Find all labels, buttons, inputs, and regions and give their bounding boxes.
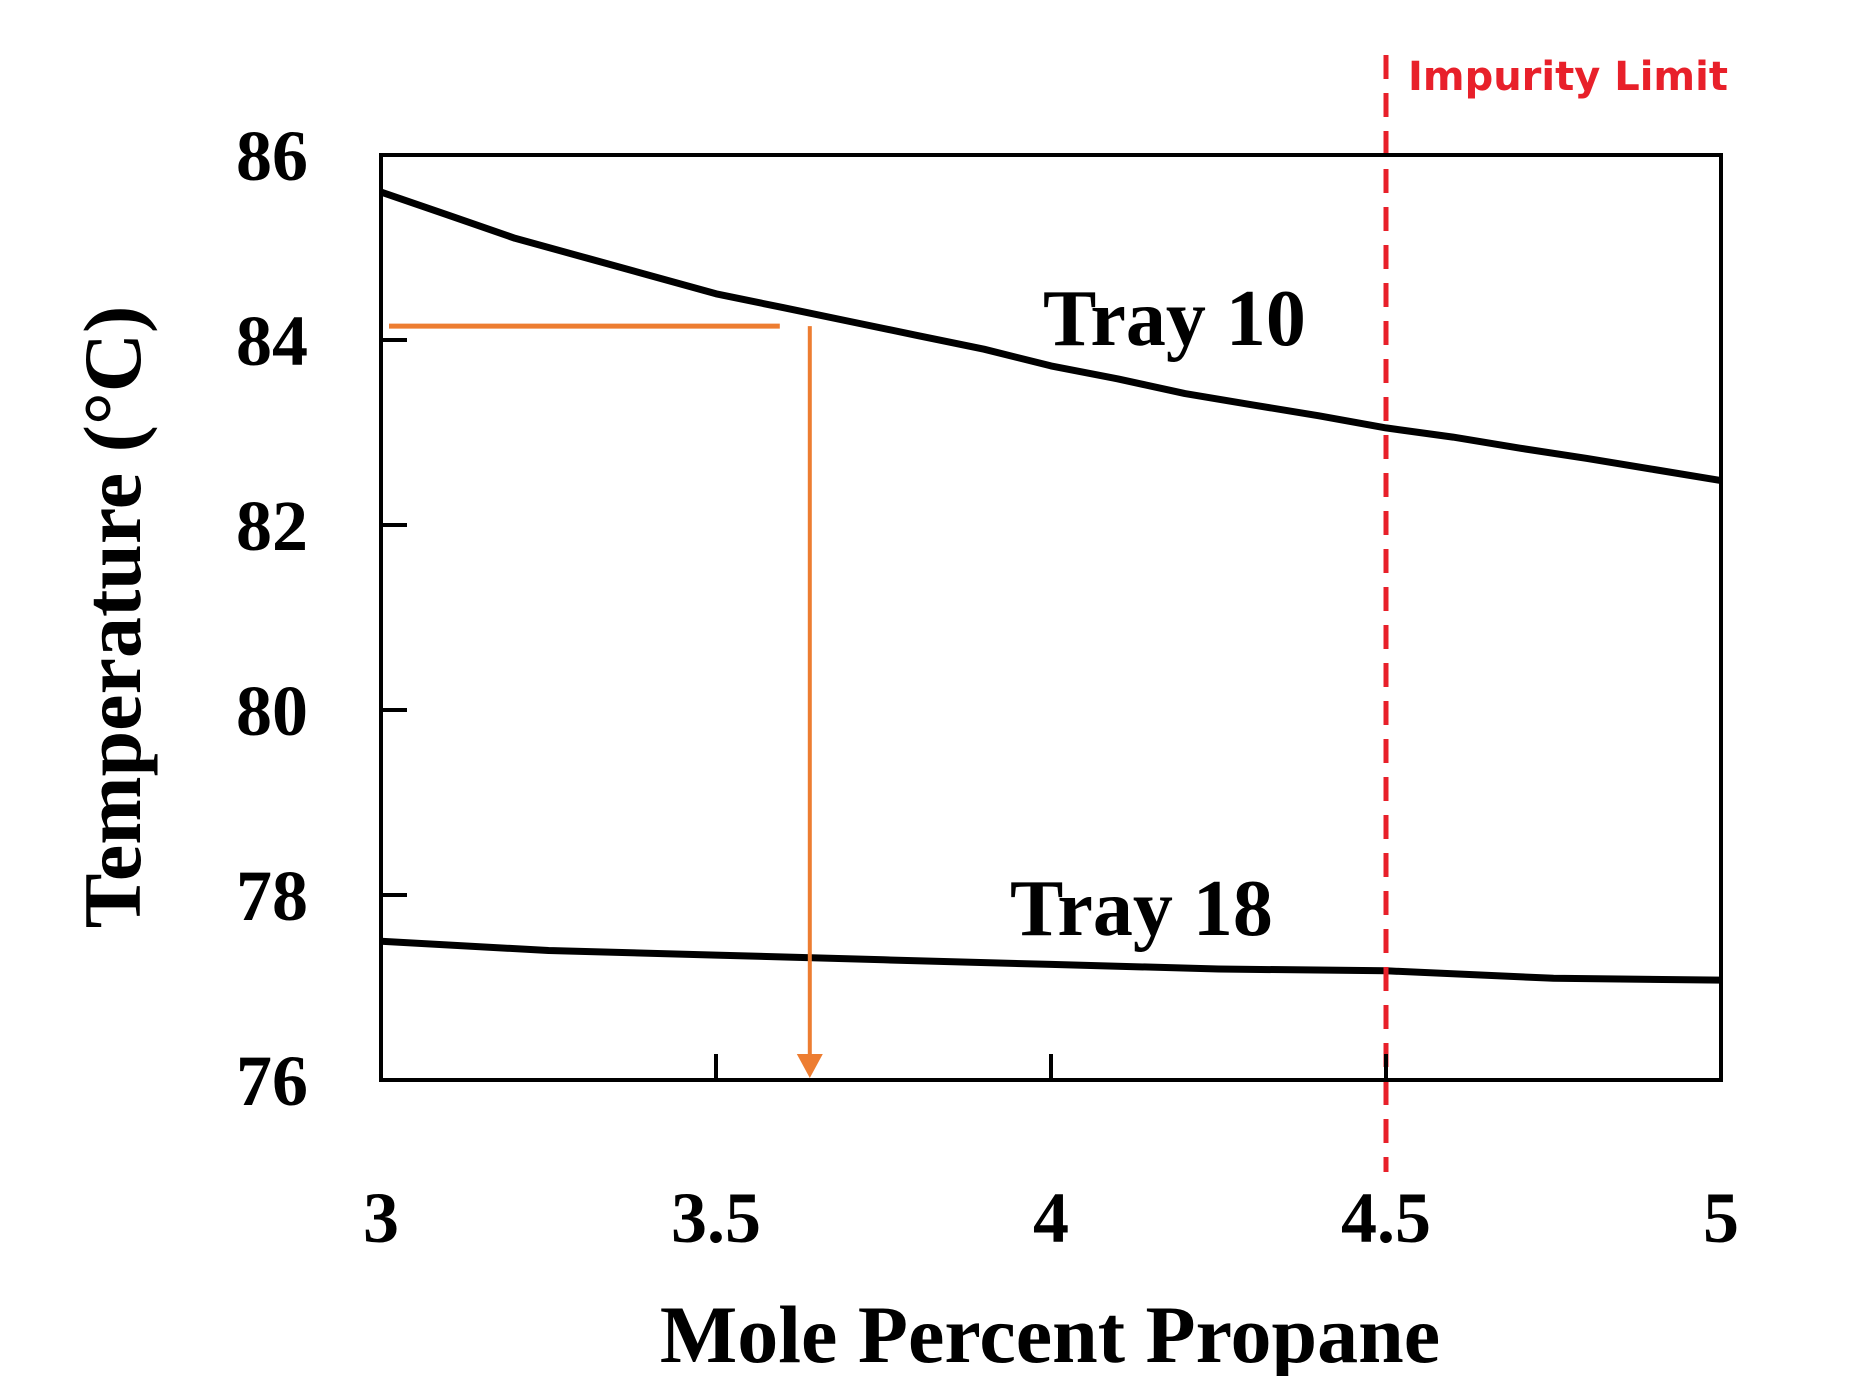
series-line-tray-10 (379, 188, 1722, 485)
impurity-limit-label: Impurity Limit (1408, 54, 1728, 100)
series-label-tray-10: Tray 10 (1043, 275, 1306, 363)
y-tick-label: 76 (236, 1041, 308, 1121)
x-tick-label: 5 (1703, 1178, 1739, 1258)
y-axis-title: Temperature (°C) (67, 306, 158, 929)
y-tick-label: 82 (236, 486, 308, 566)
series-line-tray-18 (380, 937, 1722, 984)
ticks (381, 338, 1388, 1080)
x-axis-title: Mole Percent Propane (660, 1289, 1440, 1376)
y-tick-label: 78 (236, 856, 308, 936)
x-tick-label: 3 (363, 1178, 399, 1258)
tick-labels: 76 78 80 82 84 86 3 3.5 4 4.5 5 (236, 116, 1739, 1258)
x-tick-label: 4.5 (1341, 1178, 1431, 1258)
y-tick-label: 86 (236, 116, 308, 196)
y-tick-label: 84 (236, 301, 308, 381)
lookup-arrowhead (796, 1054, 823, 1078)
x-tick-label: 3.5 (671, 1178, 761, 1258)
plot-marks (379, 55, 1722, 1172)
series-label-tray-18: Tray 18 (1010, 865, 1273, 953)
y-tick-label: 80 (236, 671, 308, 751)
x-tick-label: 4 (1033, 1178, 1069, 1258)
